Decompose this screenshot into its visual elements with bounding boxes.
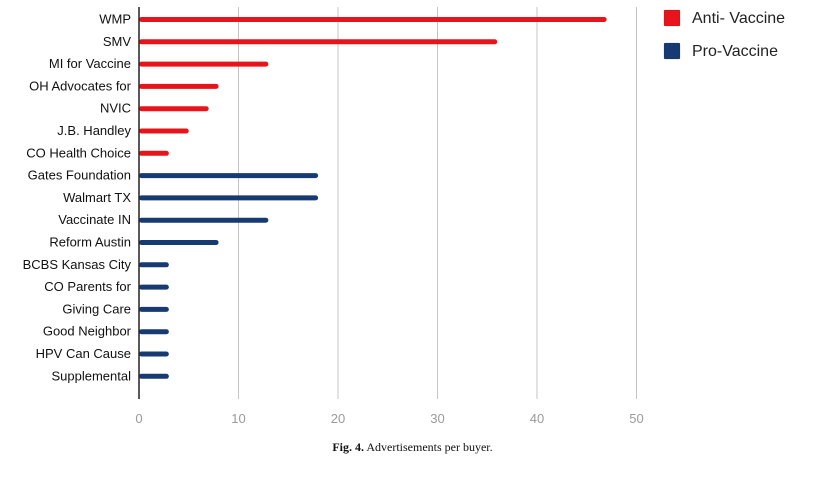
category-label-gates-foundation: Gates Foundation [28, 168, 131, 183]
category-label-nvic: NVIC [100, 101, 131, 116]
category-label-smv: SMV [103, 34, 132, 49]
category-label-vaccinate-in: Vaccinate IN [58, 212, 131, 227]
bar-good-neighbor [139, 329, 169, 335]
x-tick-label-10: 10 [231, 411, 245, 426]
legend-label-pro-vaccine: Pro-Vaccine [692, 43, 778, 60]
category-label-walmart-tx: Walmart TX [63, 190, 131, 205]
bar-supplemental [139, 373, 169, 379]
bar-co-health-choice [139, 150, 169, 156]
figure-caption: Fig. 4. Advertisements per buyer. [0, 440, 825, 455]
bar-oh-advocates-for [139, 83, 219, 89]
bar-walmart-tx [139, 195, 319, 201]
x-tick-labels: 0 10 20 30 40 50 [135, 411, 643, 426]
legend-label-anti-vaccine: Anti- Vaccine [692, 10, 785, 27]
legend-swatch-pro-vaccine [663, 42, 681, 60]
legend: Anti- Vaccine Pro-Vaccine [663, 9, 785, 60]
category-label-hpv-can-cause: HPV Can Cause [36, 346, 131, 361]
x-tick-label-50: 50 [629, 411, 643, 426]
category-labels: WMP SMV MI for Vaccine OH Advocates for NVIC… [23, 12, 132, 384]
category-label-reform-austin: Reform Austin [49, 235, 131, 250]
bar-giving-care [139, 306, 169, 312]
category-label-bcbs-kansas-city: BCBS Kansas City [23, 257, 132, 272]
category-label-giving-care: Giving Care [62, 301, 131, 316]
bars [139, 17, 607, 379]
x-tick-label-0: 0 [135, 411, 142, 426]
category-label-j-b-handley: J.B. Handley [57, 123, 131, 138]
bar-bcbs-kansas-city [139, 262, 169, 268]
bar-reform-austin [139, 240, 219, 245]
category-label-oh-advocates-for: OH Advocates for [29, 78, 132, 93]
bar-nvic [139, 106, 209, 112]
bar-vaccinate-in [139, 217, 269, 223]
bar-mi-for-vaccine [139, 61, 269, 67]
gridlines [238, 7, 637, 399]
category-label-good-neighbor: Good Neighbor [43, 324, 132, 339]
x-tick-label-40: 40 [530, 411, 544, 426]
bar-co-parents-for [139, 284, 169, 290]
legend-swatch-anti-vaccine [663, 9, 681, 27]
bar-smv [139, 39, 498, 45]
bar-j-b-handley [139, 128, 189, 134]
category-label-supplemental: Supplemental [52, 368, 132, 383]
category-label-co-health-choice: CO Health Choice [26, 145, 131, 160]
bar-gates-foundation [139, 173, 319, 179]
category-label-wmp: WMP [99, 12, 131, 27]
caption-text: Advertisements per buyer. [366, 440, 493, 454]
category-label-co-parents-for: CO Parents for [44, 279, 131, 294]
bar-wmp [139, 17, 607, 22]
caption-figure-label: Fig. 4. [332, 440, 364, 454]
x-tick-label-30: 30 [430, 411, 444, 426]
bar-hpv-can-cause [139, 351, 169, 357]
category-label-mi-for-vaccine: MI for Vaccine [49, 56, 131, 71]
x-tick-label-20: 20 [331, 411, 345, 426]
